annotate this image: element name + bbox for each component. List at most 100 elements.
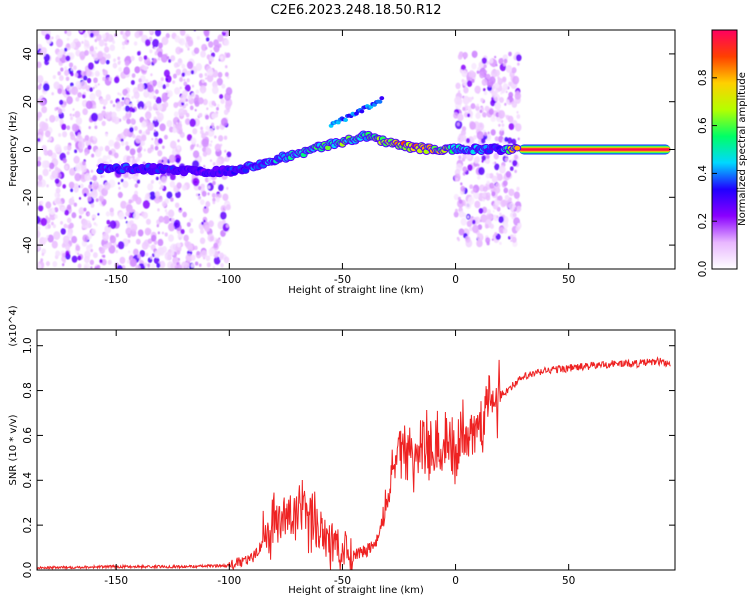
noise-blob xyxy=(40,258,44,262)
noise-blob xyxy=(209,236,214,242)
noise-blob xyxy=(198,186,202,191)
noise-blob xyxy=(198,263,202,267)
noise-blob xyxy=(220,205,227,213)
noise-blob xyxy=(95,89,102,98)
noise-blob xyxy=(97,212,100,216)
noise-blob xyxy=(490,115,496,123)
noise-blob xyxy=(457,113,464,122)
noise-blob xyxy=(173,102,179,109)
noise-blob xyxy=(457,238,460,242)
noise-blob xyxy=(176,250,181,255)
noise-blob xyxy=(54,144,62,153)
noise-blob xyxy=(168,222,176,232)
noise-blob xyxy=(121,97,125,101)
noise-blob xyxy=(149,49,153,54)
noise-blob xyxy=(135,196,142,205)
noise-blob xyxy=(516,114,521,119)
colorbar-ticks: 0.0 0.2 0.4 0.6 0.8 xyxy=(697,69,717,277)
noise-blob xyxy=(112,62,118,69)
noise-blob xyxy=(211,85,219,95)
noise-blob xyxy=(165,83,170,88)
noise-blob xyxy=(125,30,131,37)
noise-blob xyxy=(127,233,131,238)
noise-blob xyxy=(159,260,166,269)
noise-blob xyxy=(148,30,154,34)
noise-blob xyxy=(153,130,159,137)
snr-ytick-label: 0.4 xyxy=(22,472,34,489)
noise-blob xyxy=(219,252,224,259)
noise-blob xyxy=(103,181,111,191)
noise-blob xyxy=(462,85,465,88)
noise-blob xyxy=(83,262,90,269)
noise-blob xyxy=(103,103,106,107)
noise-blob xyxy=(97,83,100,86)
noise-blob xyxy=(125,141,129,146)
noise-blob xyxy=(161,201,167,208)
noise-blob xyxy=(497,77,503,85)
noise-blob xyxy=(222,223,230,232)
noise-blob xyxy=(189,118,196,127)
noise-blob xyxy=(457,90,461,93)
noise-blob xyxy=(104,224,112,234)
noise-blob xyxy=(161,92,169,102)
noise-blob xyxy=(192,128,198,135)
noise-blob xyxy=(164,232,168,237)
noise-blob xyxy=(191,92,196,99)
noise-blob xyxy=(147,122,155,131)
noise-blob xyxy=(66,125,71,131)
noise-blob xyxy=(102,174,105,178)
noise-blob xyxy=(209,253,212,257)
noise-blob xyxy=(225,204,231,211)
noise-blob xyxy=(71,255,78,263)
noise-blob xyxy=(162,145,165,150)
noise-blob xyxy=(72,113,75,117)
noise-blob xyxy=(200,126,204,131)
colorbar-tick-label: 0.4 xyxy=(697,165,709,182)
noise-blob xyxy=(493,152,499,160)
noise-blob xyxy=(112,104,116,108)
noise-blob xyxy=(122,88,128,96)
noise-blob xyxy=(134,183,139,188)
noise-blob xyxy=(200,199,205,205)
noise-blob xyxy=(213,256,221,265)
noise-blob xyxy=(61,107,65,111)
noise-blob xyxy=(516,186,520,192)
noise-blob xyxy=(207,68,214,76)
noise-blob xyxy=(481,159,484,163)
noise-blob xyxy=(92,86,95,90)
noise-blob xyxy=(167,93,172,98)
noise-blob xyxy=(143,148,146,152)
noise-blob xyxy=(486,180,490,185)
noise-blob xyxy=(134,66,141,74)
noise-blob xyxy=(161,231,164,235)
noise-blob xyxy=(471,78,475,84)
noise-blob xyxy=(483,91,488,96)
noise-blob xyxy=(57,88,63,95)
noise-blob xyxy=(145,192,151,200)
noise-blob xyxy=(211,100,216,106)
snr-ytick-label: 0.0 xyxy=(22,562,34,579)
noise-blob xyxy=(45,225,49,230)
noise-blob xyxy=(48,162,55,170)
noise-blob xyxy=(37,85,42,90)
noise-blob xyxy=(75,116,83,125)
noise-blob xyxy=(455,82,461,90)
noise-blob xyxy=(96,113,104,121)
noise-blob xyxy=(200,50,206,58)
noise-blob xyxy=(184,118,191,126)
spectrogram-xtick-label: -100 xyxy=(217,274,241,286)
spectrogram-ytick-label: 0 xyxy=(22,146,34,153)
noise-blob xyxy=(469,121,476,130)
noise-blob xyxy=(204,131,209,136)
noise-blob xyxy=(158,180,162,185)
noise-blob xyxy=(148,245,151,248)
spectrogram-ylabel: Frequency (Hz) xyxy=(8,111,19,187)
noise-blob xyxy=(98,195,104,202)
noise-blob xyxy=(475,105,480,111)
noise-blob xyxy=(102,76,106,82)
noise-blob xyxy=(458,155,462,160)
noise-blob xyxy=(215,158,222,166)
noise-blob xyxy=(37,160,42,167)
noise-blob xyxy=(99,56,107,65)
